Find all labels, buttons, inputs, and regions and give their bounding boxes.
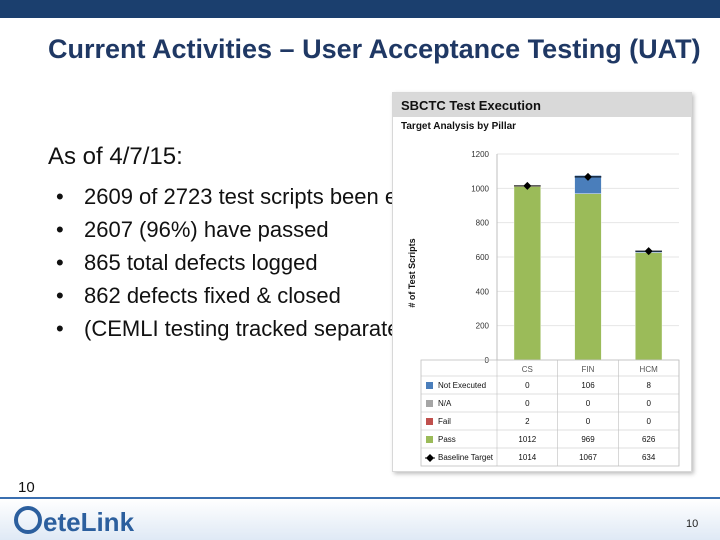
y-tick-labels: 0 200 400 600 800 1000 1200 <box>471 150 489 365</box>
bullet-item: • 865 total defects logged <box>56 246 476 279</box>
footer-slide-number: 10 <box>686 518 699 530</box>
table-cell: 1012 <box>518 435 536 444</box>
table-row-label: Pass <box>438 435 456 444</box>
test-execution-chart: SBCTC Test Execution Target Analysis by … <box>393 93 691 467</box>
table-cell: 2 <box>525 417 530 426</box>
top-banner <box>0 0 720 18</box>
table-cell: 0 <box>646 399 651 408</box>
baseline-markers <box>513 172 663 256</box>
bar-segment <box>513 186 541 361</box>
table-row-label: N/A <box>438 399 452 408</box>
table-row-label: Baseline Target <box>438 453 494 462</box>
y-tick-label: 600 <box>476 253 490 262</box>
bullet-marker: • <box>56 316 64 341</box>
baseline-marker <box>584 172 592 181</box>
logo-ring-icon <box>14 506 42 534</box>
bullet-text: 2607 (96%) have passed <box>84 217 329 242</box>
table-cell: 8 <box>646 381 651 390</box>
chart-subtitle: Target Analysis by Pillar <box>401 121 516 132</box>
y-tick-label: 400 <box>476 287 490 296</box>
table-cell: 106 <box>581 381 595 390</box>
chart-title: SBCTC Test Execution <box>401 98 541 113</box>
legend-swatch <box>426 382 433 389</box>
legend-baseline-marker <box>426 454 434 462</box>
bullet-text: 865 total defects logged <box>84 250 318 275</box>
y-tick-label: 1000 <box>471 184 489 193</box>
bullet-list: • 2609 of 2723 test scripts been executed… <box>56 180 476 345</box>
bars <box>513 175 663 361</box>
category-label: HCM <box>640 365 659 374</box>
baseline-marker <box>523 181 532 190</box>
bar-segment <box>574 193 602 361</box>
table-cell: 1014 <box>518 453 536 462</box>
bullet-marker: • <box>56 184 64 209</box>
table-cell: 0 <box>646 417 651 426</box>
bullet-item: • 2607 (96%) have passed <box>56 213 476 246</box>
y-axis-label: # of Test Scripts <box>407 238 417 307</box>
bullet-item: • 862 defects fixed & closed <box>56 279 476 312</box>
bullet-text: 862 defects fixed & closed <box>84 283 341 308</box>
ctclink-logo: eteLink <box>14 506 134 538</box>
bar-segment <box>635 252 663 361</box>
chart-panel: SBCTC Test Execution Target Analysis by … <box>392 92 692 472</box>
footer-band <box>0 499 720 540</box>
legend-swatch <box>426 418 433 425</box>
table-cell: 0 <box>525 381 530 390</box>
y-tick-label: 200 <box>476 322 490 331</box>
slide-number: 10 <box>18 479 35 496</box>
y-tick-label: 800 <box>476 219 490 228</box>
y-tick-label: 0 <box>485 356 490 365</box>
legend-swatch <box>426 400 433 407</box>
table-cell: 1067 <box>579 453 597 462</box>
table-cell: 969 <box>581 435 595 444</box>
logo-text: eteLink <box>43 507 135 537</box>
category-label: FIN <box>582 365 595 374</box>
legend-swatch <box>426 436 433 443</box>
y-tick-label: 1200 <box>471 150 489 159</box>
bullet-marker: • <box>56 217 64 242</box>
table-cell: 0 <box>525 399 530 408</box>
footer-divider <box>0 497 720 499</box>
chart-title-bar <box>393 93 691 117</box>
data-table: CS FIN HCM Not Executed 0 106 8 N/A 0 0 0 Fail 2 0 0 Pa… <box>420 359 680 467</box>
table-cell: 0 <box>586 399 591 408</box>
slide-title: Current Activities – User Acceptance Tes… <box>48 34 701 64</box>
bullet-item: • (CEMLI testing tracked separately) <box>56 312 476 345</box>
table-row-label: Not Executed <box>438 381 486 390</box>
table-row-label: Fail <box>438 417 451 426</box>
bullet-marker: • <box>56 250 64 275</box>
category-label: CS <box>522 365 533 374</box>
table-cell: 634 <box>642 453 656 462</box>
table-cell: 0 <box>586 417 591 426</box>
bullet-marker: • <box>56 283 64 308</box>
bullet-text: (CEMLI testing tracked separately) <box>84 316 423 341</box>
table-cell: 626 <box>642 435 656 444</box>
as-of-date: As of 4/7/15: <box>48 143 183 170</box>
baseline-marker <box>644 247 653 256</box>
